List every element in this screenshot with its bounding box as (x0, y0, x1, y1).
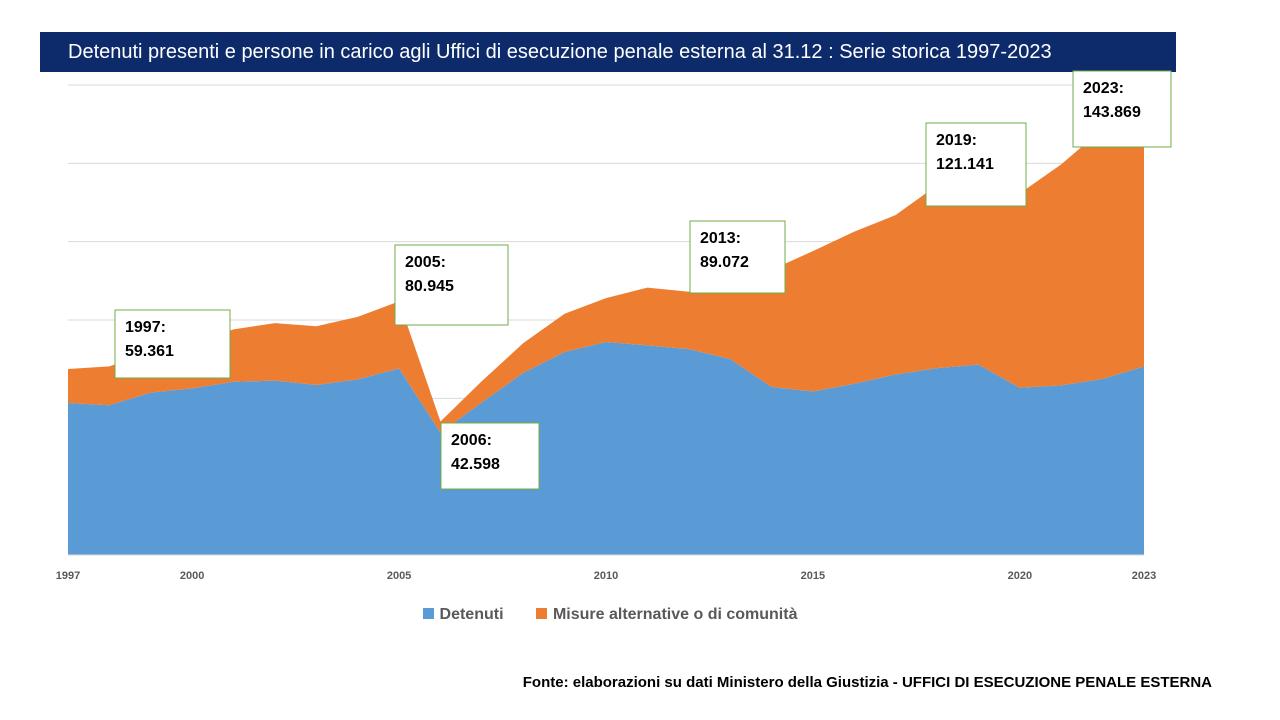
callout-2019: 2019: 121.141 (925, 122, 1027, 207)
callout-value: 42.598 (451, 456, 500, 473)
callout-year: 2006: (451, 432, 492, 449)
legend-item-detenuti: Detenuti (422, 606, 504, 624)
callout-value: 121.141 (936, 156, 994, 173)
callout-box (394, 244, 509, 326)
callout-box (689, 220, 786, 294)
x-tick-label-2010: 2010 (594, 570, 618, 582)
callout-2006: 2006: 42.598 (440, 422, 540, 490)
legend-item-misure-alternative: Misure alternative o di comunità (535, 606, 798, 624)
callout-value: 89.072 (700, 254, 749, 271)
legend-label-detenuti: Detenuti (439, 606, 504, 623)
callout-value: 143.869 (1083, 104, 1141, 121)
callout-value: 80.945 (405, 278, 454, 295)
callout-2023: 2023: 143.869 (1072, 70, 1172, 148)
x-axis-ticks: 1997 2000 2005 2010 2015 2020 2023 (56, 570, 1156, 582)
x-tick-label-2000: 2000 (180, 570, 204, 582)
x-tick-label-1997: 1997 (56, 570, 80, 582)
callout-year: 2005: (405, 254, 446, 271)
callout-2013: 2013: 89.072 (689, 220, 786, 294)
series-area-misure-alternative (68, 104, 1144, 433)
x-tick-label-2023: 2023 (1132, 570, 1156, 582)
legend-swatch-detenuti (422, 608, 434, 620)
callout-year: 2023: (1083, 80, 1124, 97)
x-tick-label-2005: 2005 (387, 570, 411, 582)
callout-box (440, 422, 540, 490)
series-area-detenuti (68, 342, 1144, 555)
x-tick-label-2015: 2015 (801, 570, 825, 582)
callout-value: 59.361 (125, 343, 174, 360)
source-note: Fonte: elaborazioni su dati Ministero de… (522, 674, 1212, 691)
callout-year: 2013: (700, 230, 741, 247)
chart-title: Detenuti presenti e persone in carico ag… (40, 32, 1176, 72)
chart-legend: Detenuti Misure alternative o di comunit… (0, 606, 1220, 624)
stacked-areas (68, 104, 1144, 555)
data-callouts: 1997: 59.361 2005: 80.945 2006: 42.598 2… (114, 70, 1172, 490)
callout-2005: 2005: 80.945 (394, 244, 509, 326)
legend-label-misure-alternative: Misure alternative o di comunità (552, 606, 798, 623)
callout-box (1072, 70, 1172, 148)
legend-swatch-misure-alternative (535, 608, 547, 620)
callout-box (114, 309, 231, 379)
callout-box (925, 122, 1027, 207)
area-chart: 1997 2000 2005 2010 2015 2020 2023 1997:… (56, 70, 1172, 582)
callout-year: 2019: (936, 132, 977, 149)
callout-1997: 1997: 59.361 (114, 309, 231, 379)
x-tick-label-2020: 2020 (1008, 570, 1032, 582)
callout-year: 1997: (125, 319, 166, 336)
